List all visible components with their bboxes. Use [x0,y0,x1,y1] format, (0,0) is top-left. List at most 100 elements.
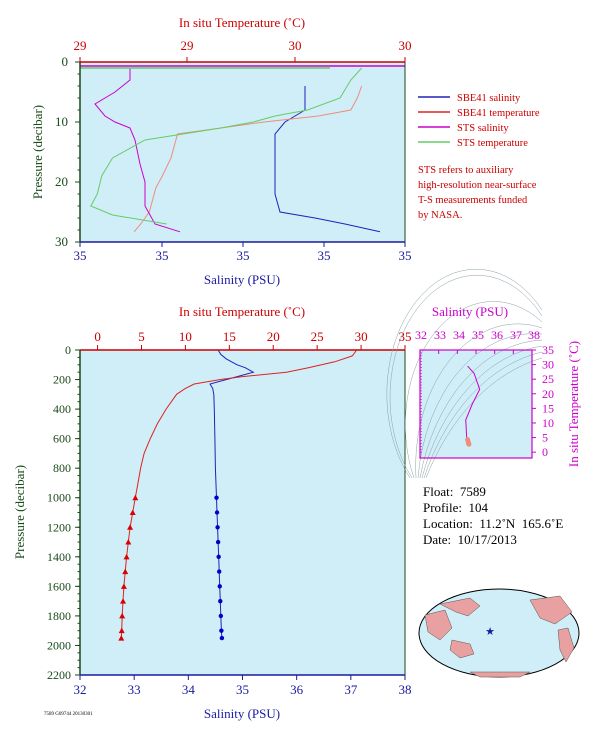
upper-top-tick-label: 30 [289,38,302,53]
ts-y-tick-label: 20 [542,387,554,401]
salinity-line [209,349,255,639]
map-land-asia [439,597,481,617]
profile-date: Date: 10/17/2013 [423,532,517,547]
ts-series [465,365,481,447]
x-top-tick-label: 25 [311,329,324,344]
y-tick-label: 1200 [47,520,71,534]
salinity-point [215,539,221,545]
x-top-tick-label: 10 [179,329,192,344]
ts-top-tick-label: 36 [491,328,503,342]
lower-series [118,349,358,641]
density-contour [421,345,543,479]
lower-bottom-axis-title: Salinity (PSU) [204,706,280,721]
upper-left-tick-label: 20 [55,174,68,189]
y-tick-label: 600 [53,432,71,446]
temperature-point [125,539,132,545]
series-line [94,68,181,233]
x-top-tick-label: 35 [399,329,412,344]
map-land-asia-south [424,609,453,641]
salinity-point [214,510,220,515]
ts-plot-area [420,350,532,458]
lower-left-axis-title: Pressure (decibar) [12,465,27,559]
x-top-tick-label: 0 [94,329,101,344]
salinity-point [219,635,225,641]
upper-plot: In situ Temperature (˚C) 29 29 30 30 35 … [30,15,412,287]
ts-y-tick-label: 5 [542,431,548,445]
temperature-point [129,509,136,515]
sts-note-line: T-S measurements funded [418,195,528,206]
upper-bottom-tick-label: 35 [237,248,250,263]
salinity-point [215,525,220,530]
salinity-point [216,554,221,560]
ts-y-tick-label: 15 [542,401,554,415]
density-contour [389,274,543,479]
upper-bottom-tick-label: 35 [318,248,331,263]
ts-y-tick-label: 0 [542,445,548,459]
upper-bottom-axis-title: Salinity (PSU) [204,272,280,287]
y-tick-label: 1600 [47,579,71,593]
temperature-point [127,524,134,530]
y-tick-label: 2200 [47,668,71,682]
map-land-australia [449,639,475,659]
y-tick-label: 400 [53,402,71,416]
x-bottom-tick-label: 33 [128,682,141,697]
y-tick-label: 1400 [47,550,71,564]
upper-top-tick-label: 30 [399,38,412,53]
ts-top-tick-label: 37 [510,328,522,342]
profile-number: Profile: 104 [423,500,488,515]
upper-series [80,65,405,233]
float-id: Float: 7589 [423,484,486,499]
map-land-antarctica [469,671,531,678]
y-tick-label: 1800 [47,609,71,623]
temperature-line [120,349,358,639]
upper-left-tick-label: 0 [62,54,69,69]
lower-plot: 0200400600800100012001400160018002000220… [12,304,412,721]
series-line [133,85,363,233]
salinity-point [214,495,219,500]
upper-left-tick-label: 30 [55,234,68,249]
temperature-point [120,583,127,589]
upper-plot-area [80,62,405,242]
ts-top-tick-label: 34 [453,328,465,342]
density-contour [405,301,543,479]
x-bottom-tick-label: 36 [290,682,304,697]
map-land-north-america [529,595,573,625]
upper-bottom-tick-label: 35 [399,248,412,263]
upper-top-tick-label: 29 [74,38,87,53]
density-contour [386,268,543,479]
legend-entry: STS temperature [457,138,528,149]
x-bottom-tick-label: 38 [399,682,412,697]
sts-note: STS refers to auxiliary high-resolution … [418,163,598,223]
temperature-point [118,635,125,641]
upper-left-tick-label: 10 [55,114,68,129]
ts-top-tick-label: 33 [434,328,446,342]
float-location-marker-icon: ★ [485,626,495,638]
sts-note-line: STS refers to auxiliary [418,165,514,176]
ts-point [466,441,472,447]
float-location: Location: 11.2˚N 165.6˚E [423,516,564,531]
x-bottom-tick-label: 37 [344,682,358,697]
ts-right-axis-title: In situ Temperature (˚C) [566,341,581,467]
temperature-point [118,627,125,634]
x-bottom-tick-label: 34 [182,682,196,697]
density-contour [417,333,543,479]
temperature-point [123,553,130,560]
lower-top-axis-title: In situ Temperature (˚C) [179,304,305,319]
legend-entry: STS salinity [457,123,509,134]
ts-y-tick-label: 30 [542,358,554,372]
figure-id-text: 7589 G09744 20130301 [44,712,93,717]
upper-bottom-tick-label: 35 [156,248,169,263]
upper-bottom-tick-label: 35 [74,248,87,263]
series-line [90,67,363,225]
salinity-point [218,613,224,619]
legend-entry: SBE41 temperature [457,108,540,119]
ts-top-tick-label: 35 [472,328,484,342]
density-contour [415,323,543,479]
ts-density-contours [386,268,543,479]
upper-left-axis-title: Pressure (decibar) [30,105,45,199]
ts-top-tick-label: 32 [415,328,427,342]
x-top-tick-label: 30 [355,329,368,344]
legend: SBE41 salinity SBE41 temperature STS sal… [418,93,540,149]
sts-note-line: by NASA. [418,210,463,221]
